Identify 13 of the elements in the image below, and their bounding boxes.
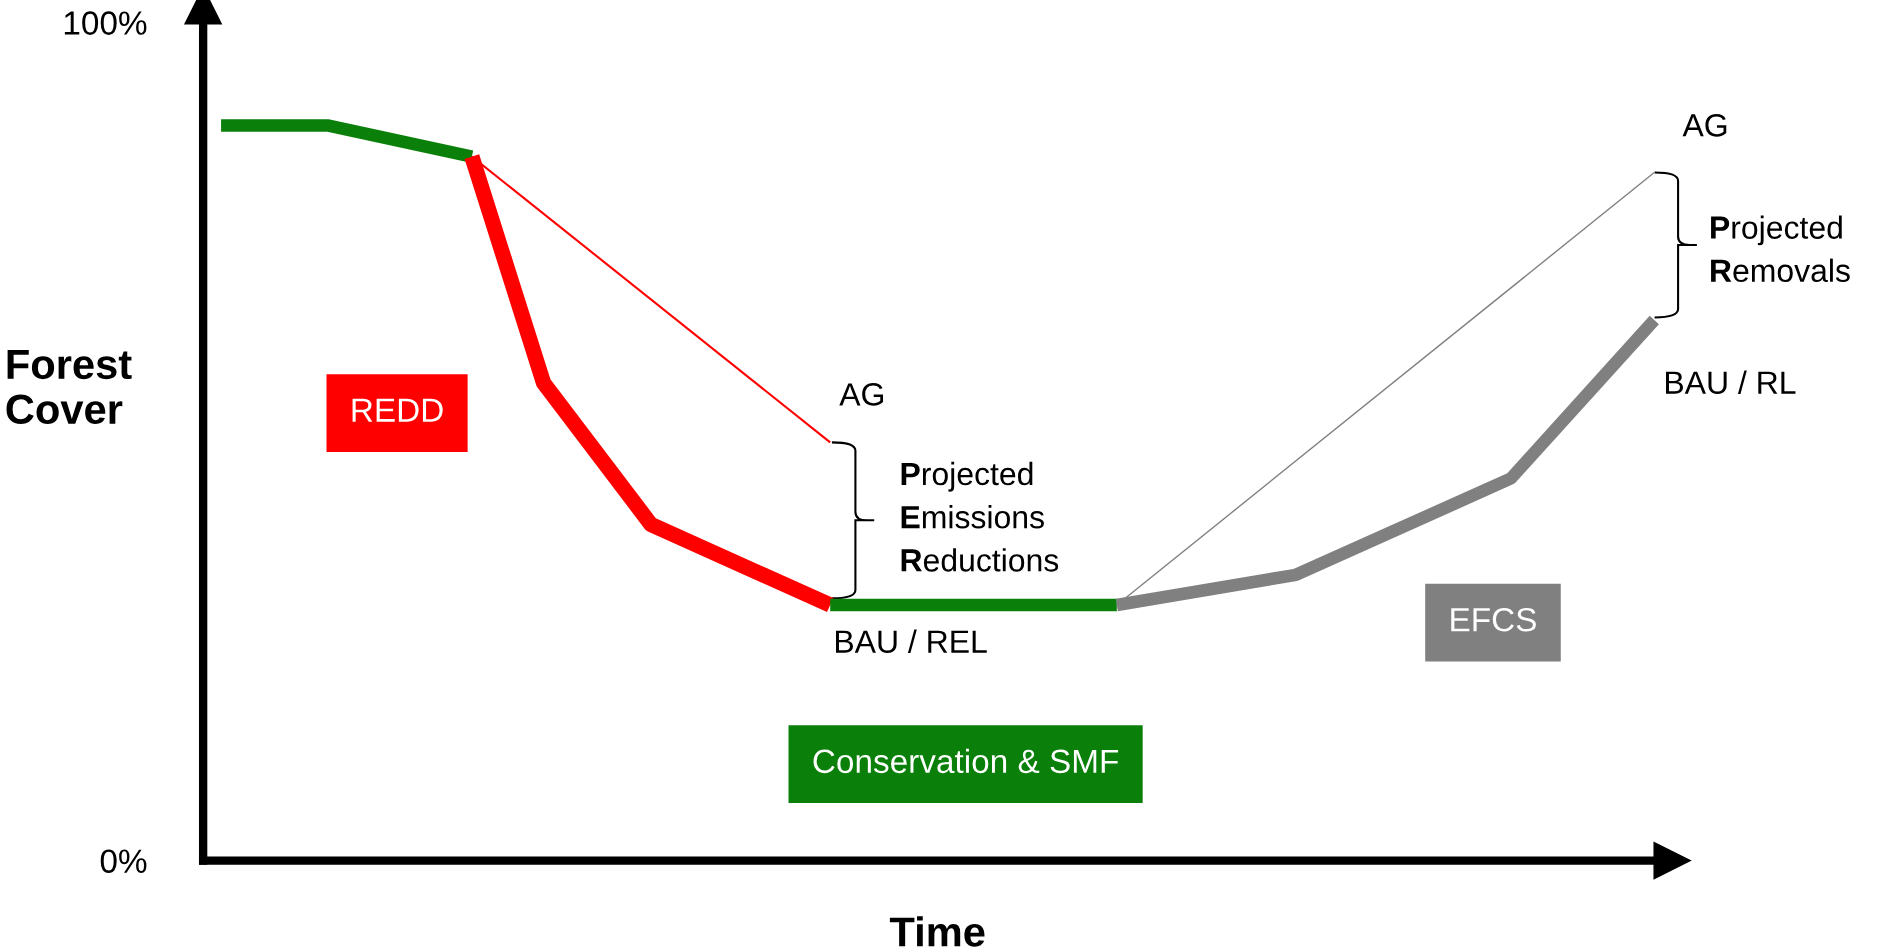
text: AG: [1682, 114, 1727, 137]
annotation: BAU / RL: [1666, 370, 1796, 394]
y-axis-title: Forest Cover: [6, 350, 132, 425]
text: REDD: [352, 398, 443, 422]
annotation: BAU / REL: [836, 629, 987, 653]
y-tick-label: 100%: [64, 11, 147, 35]
text: Projected Removals: [1711, 215, 1850, 283]
text: EFCS: [1451, 607, 1536, 632]
x-axis-title: Time: [889, 916, 985, 947]
annotation: Projected Emissions Reductions: [901, 461, 1059, 572]
text: Conservation & SMF: [813, 748, 1119, 774]
annotation: AG: [839, 383, 884, 406]
y-tick-label: 0%: [100, 849, 147, 874]
